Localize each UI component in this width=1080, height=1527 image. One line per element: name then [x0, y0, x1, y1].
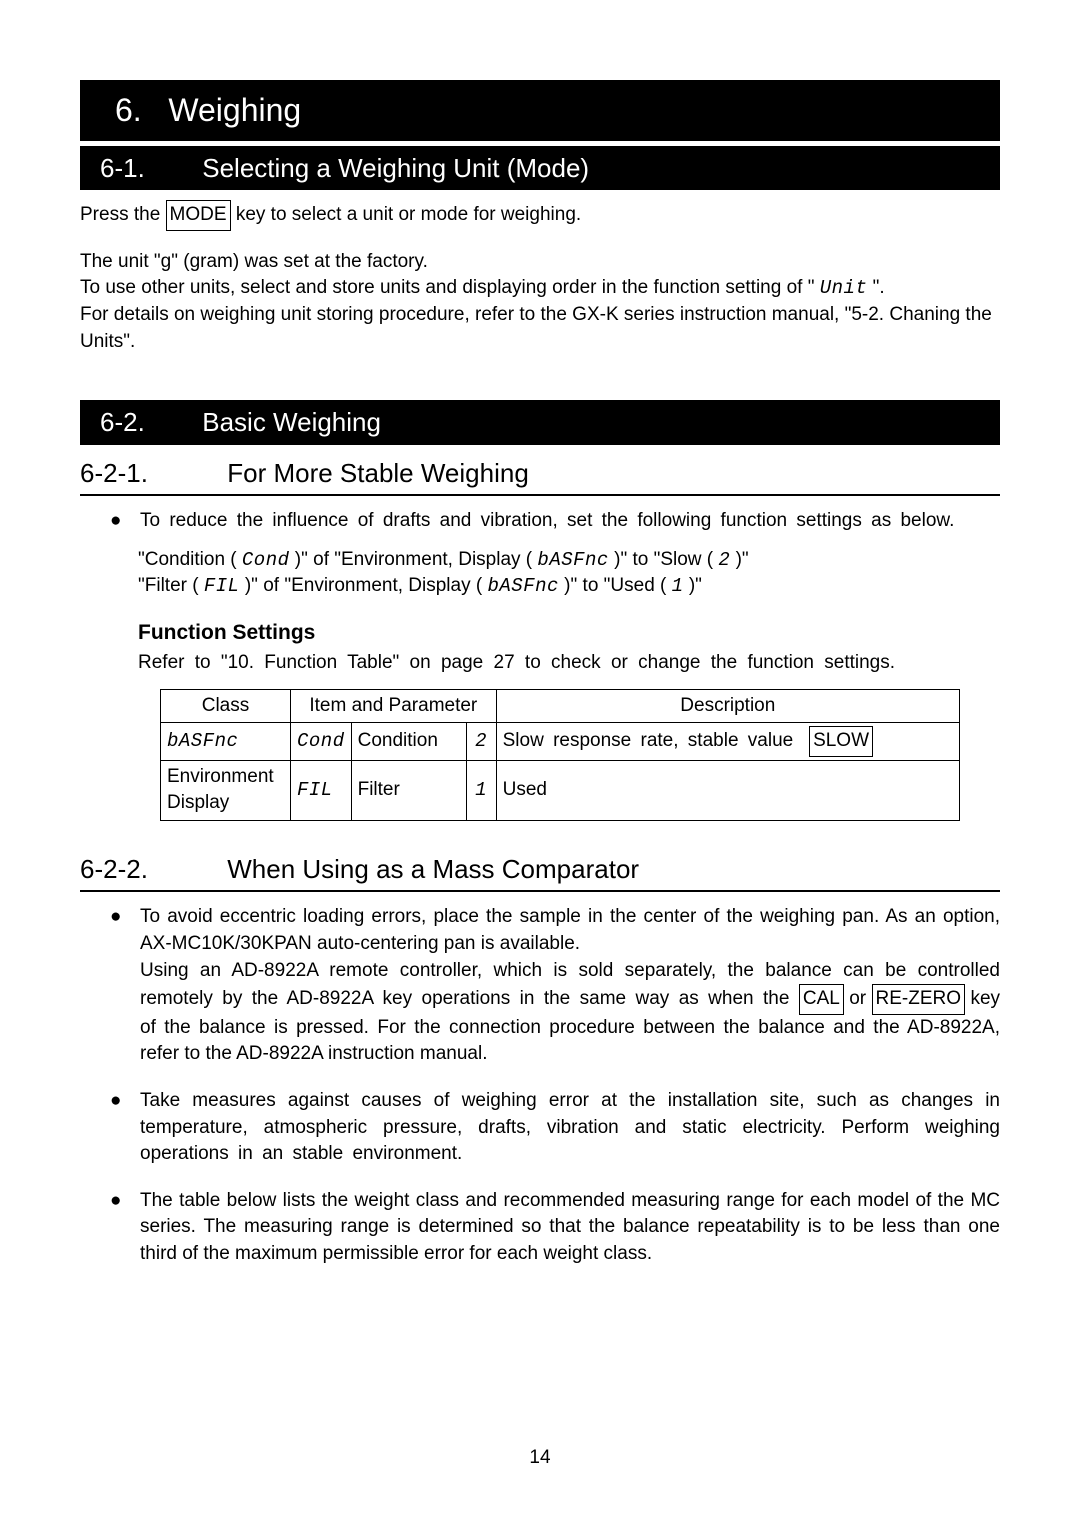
header-description: Description: [496, 689, 959, 723]
cell-item-name: Filter: [351, 760, 466, 820]
lcd-text: FIL: [204, 575, 240, 597]
cell-param: 2: [466, 723, 496, 761]
section-number: 6-1.: [100, 150, 195, 186]
function-table: Class Item and Parameter Description bAS…: [160, 689, 960, 821]
section-number: 6-2.: [100, 404, 195, 440]
subsection-6-2-1-header: 6-2-1. For More Stable Weighing: [80, 455, 1000, 496]
cell-item-code: FIL: [291, 760, 352, 820]
subsection-6-2-2-header: 6-2-2. When Using as a Mass Comparator: [80, 851, 1000, 892]
text: )" to "Slow (: [609, 549, 719, 570]
text-line: To use other units, select and store uni…: [80, 275, 1000, 302]
text: Press the: [80, 204, 166, 225]
text: Take measures against causes of weighing…: [140, 1090, 1000, 1164]
mode-key: MODE: [166, 200, 231, 231]
section-title: Basic Weighing: [202, 407, 381, 437]
section-6-1-header: 6-1. Selecting a Weighing Unit (Mode): [80, 146, 1000, 190]
bullet-item: To avoid eccentric loading errors, place…: [100, 904, 1000, 1068]
text: )" of "Environment, Display (: [240, 575, 488, 596]
header-item-param: Item and Parameter: [291, 689, 497, 723]
text: "Condition (: [138, 549, 242, 570]
text: )" of "Environment, Display (: [290, 549, 538, 570]
text: To avoid eccentric loading errors, place…: [140, 906, 1000, 954]
cal-key: CAL: [799, 984, 844, 1015]
text: To use other units, select and store uni…: [80, 277, 820, 298]
lcd-text: 2: [718, 549, 730, 571]
function-settings-text: Refer to "10. Function Table" on page 27…: [138, 650, 1000, 677]
cell-item-name: Condition: [351, 723, 466, 761]
cell-description: Slow response rate, stable value SLOW: [496, 723, 959, 761]
section-title: Selecting a Weighing Unit (Mode): [202, 153, 589, 183]
text: key to select a unit or mode for weighin…: [231, 204, 582, 225]
body-paragraph: Press the MODE key to select a unit or m…: [80, 200, 1000, 231]
text: "Filter (: [138, 575, 204, 596]
cell-class-lcd: bASFnc: [161, 723, 291, 761]
text: To reduce the influence of drafts and vi…: [140, 510, 954, 531]
cell-item-code: Cond: [291, 723, 352, 761]
bullet-item: The table below lists the weight class a…: [100, 1188, 1000, 1268]
function-settings-title: Function Settings: [138, 618, 1000, 647]
text: The table below lists the weight class a…: [140, 1190, 1000, 1264]
text-line: The unit "g" (gram) was set at the facto…: [80, 249, 1000, 276]
chapter-number: 6.: [115, 92, 142, 128]
text-line: For details on weighing unit storing pro…: [80, 302, 1000, 355]
table-header-row: Class Item and Parameter Description: [161, 689, 960, 723]
body-paragraph: The unit "g" (gram) was set at the facto…: [80, 249, 1000, 355]
lcd-text: bASFnc: [487, 575, 558, 597]
cell-description: Used: [496, 760, 959, 820]
subsection-number: 6-2-2.: [80, 851, 220, 887]
subsection-title: For More Stable Weighing: [227, 458, 529, 488]
page-number: 14: [529, 1445, 550, 1472]
chapter-title: Weighing: [168, 92, 301, 128]
table-row: bASFnc Cond Condition 2 Slow response ra…: [161, 723, 960, 761]
cell-param: 1: [466, 760, 496, 820]
header-class: Class: [161, 689, 291, 723]
text: )" to "Used (: [559, 575, 672, 596]
text: )": [730, 549, 748, 570]
section-6-2-header: 6-2. Basic Weighing: [80, 400, 1000, 444]
chapter-header: 6. Weighing: [80, 80, 1000, 141]
bullet-item: To reduce the influence of drafts and vi…: [100, 508, 1000, 535]
lcd-text: Cond: [242, 549, 290, 571]
text: or: [844, 988, 872, 1009]
text: ".: [867, 277, 884, 298]
rezero-key: RE-ZERO: [872, 984, 966, 1015]
text: )": [684, 575, 702, 596]
slow-indicator: SLOW: [809, 726, 873, 757]
text: Slow response rate, stable value: [503, 730, 794, 751]
settings-text: "Condition ( Cond )" of "Environment, Di…: [138, 547, 1000, 600]
subsection-title: When Using as a Mass Comparator: [227, 854, 639, 884]
lcd-text: Unit: [820, 277, 868, 299]
lcd-text: bASFnc: [537, 549, 608, 571]
lcd-text: 1: [672, 575, 684, 597]
subsection-number: 6-2-1.: [80, 455, 220, 491]
table-row: Environment Display FIL Filter 1 Used: [161, 760, 960, 820]
bullet-item: Take measures against causes of weighing…: [100, 1088, 1000, 1168]
cell-class-text: Environment Display: [161, 760, 291, 820]
